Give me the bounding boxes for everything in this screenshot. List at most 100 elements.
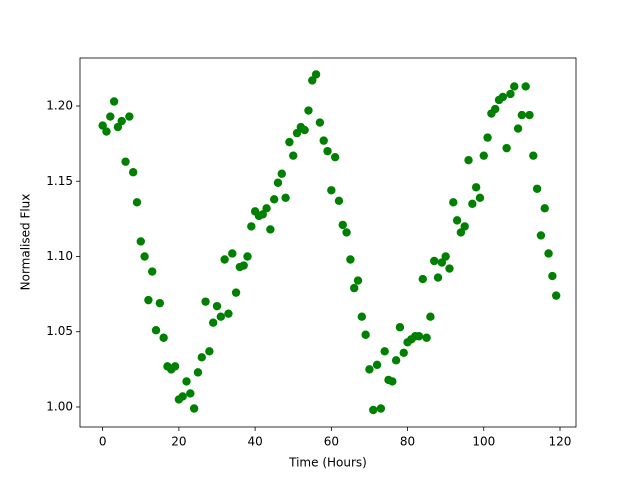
point <box>529 151 538 160</box>
point <box>148 267 157 276</box>
point <box>231 288 241 297</box>
point <box>456 228 466 237</box>
point <box>327 186 336 195</box>
point <box>262 204 271 213</box>
point <box>369 405 378 415</box>
point <box>128 168 138 177</box>
point <box>277 169 286 178</box>
point <box>460 222 469 231</box>
x-tick-label: 40 <box>247 435 262 449</box>
point <box>361 330 370 339</box>
point <box>464 155 473 165</box>
point <box>430 256 439 266</box>
y-tick-label: 1.15 <box>46 174 73 188</box>
point <box>220 255 229 264</box>
point <box>502 143 511 153</box>
point <box>308 76 317 85</box>
point <box>365 365 374 374</box>
point <box>376 404 386 413</box>
point <box>201 297 210 306</box>
point <box>441 252 450 261</box>
x-axis-label: Time (Hours) <box>288 456 367 470</box>
point <box>289 151 298 160</box>
point <box>491 104 500 114</box>
point <box>391 356 401 365</box>
point <box>113 122 123 132</box>
point <box>418 274 427 284</box>
point <box>269 195 279 204</box>
point <box>186 389 195 398</box>
point <box>551 291 561 300</box>
point <box>445 264 454 273</box>
point <box>544 249 553 258</box>
point <box>532 184 542 193</box>
point <box>372 360 382 370</box>
y-tick-label: 1.05 <box>46 324 73 338</box>
point <box>266 225 275 234</box>
point <box>315 118 325 127</box>
point <box>517 110 527 120</box>
point <box>136 237 145 246</box>
point <box>323 146 332 156</box>
plot-frame <box>79 57 577 428</box>
point <box>452 216 462 225</box>
point <box>357 312 367 321</box>
point <box>117 116 126 126</box>
point <box>433 273 443 282</box>
point <box>311 70 321 79</box>
point <box>106 112 115 121</box>
point <box>506 89 515 99</box>
point <box>548 271 557 281</box>
point <box>483 133 492 142</box>
point <box>144 295 153 305</box>
point <box>300 125 309 135</box>
point <box>399 348 408 358</box>
point <box>292 128 302 138</box>
point <box>525 110 534 120</box>
point <box>159 333 168 342</box>
point <box>281 193 290 203</box>
point <box>216 312 226 321</box>
point <box>498 92 508 102</box>
point <box>536 231 546 240</box>
x-tick-label: 20 <box>171 435 186 449</box>
point <box>208 318 218 327</box>
x-tick-label: 80 <box>400 435 415 449</box>
point <box>239 261 248 270</box>
point <box>285 137 294 147</box>
point <box>334 196 344 206</box>
y-tick-label: 1.10 <box>46 249 73 263</box>
point <box>471 183 481 192</box>
x-tick-label: 60 <box>324 435 339 449</box>
point <box>468 199 477 209</box>
point <box>212 301 222 311</box>
point <box>479 151 488 160</box>
point <box>197 353 206 362</box>
point <box>193 368 203 377</box>
point <box>224 309 233 318</box>
point <box>388 377 397 386</box>
y-tick-label: 1.20 <box>46 99 73 113</box>
point <box>109 97 119 106</box>
point <box>304 106 313 115</box>
point <box>338 220 347 230</box>
point <box>449 198 458 207</box>
point <box>422 333 431 342</box>
point <box>258 210 267 219</box>
point <box>189 404 199 413</box>
point <box>395 323 405 332</box>
point <box>330 152 340 162</box>
point <box>380 347 389 356</box>
point <box>170 362 180 371</box>
point <box>140 252 149 261</box>
point <box>353 276 363 285</box>
x-tick-label: 120 <box>549 435 572 449</box>
point <box>414 332 424 341</box>
point <box>121 157 130 166</box>
x-tick-label: 100 <box>472 435 495 449</box>
point <box>151 326 161 335</box>
point <box>205 347 214 356</box>
point <box>243 252 252 261</box>
point <box>350 283 359 293</box>
